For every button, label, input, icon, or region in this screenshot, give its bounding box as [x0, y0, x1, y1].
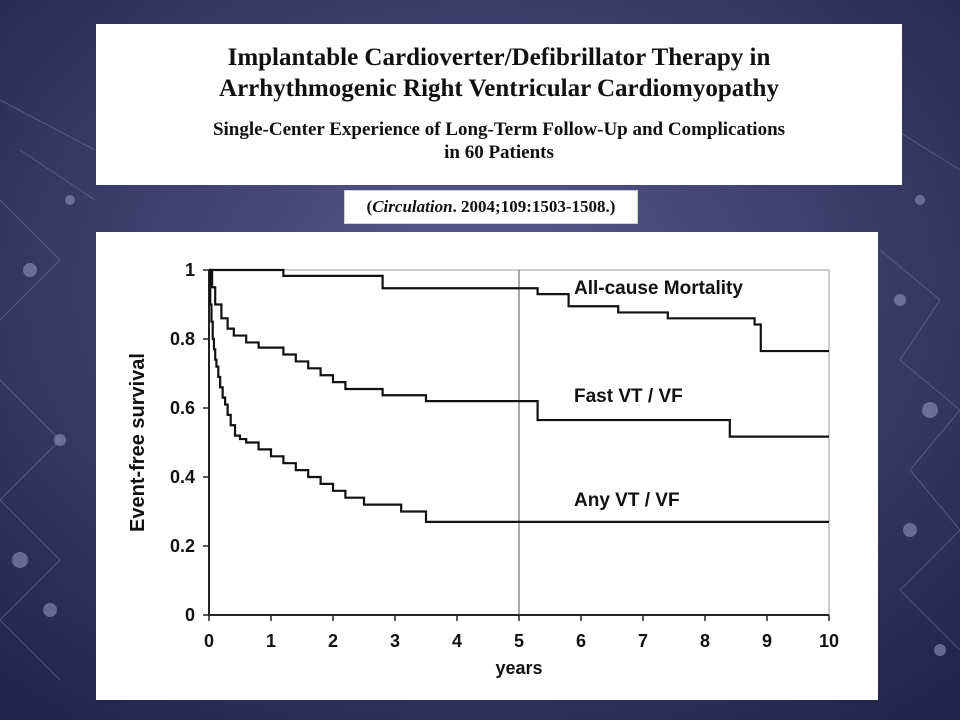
x-tick-label: 8 — [700, 631, 710, 651]
x-tick-label: 10 — [819, 631, 839, 651]
slide-title-line2: Arrhythmogenic Right Ventricular Cardiom… — [219, 75, 779, 102]
slide-title: Implantable Cardioverter/Defibrillator T… — [116, 42, 882, 104]
citation-rest: . 2004;109:1503-1508.) — [452, 197, 616, 216]
slide-title-line1: Implantable Cardioverter/Defibrillator T… — [227, 44, 771, 71]
y-tick-label: 0.6 — [170, 398, 195, 418]
x-axis-label: years — [495, 658, 542, 678]
citation-open: ( — [366, 197, 373, 216]
x-tick-label: 3 — [390, 631, 400, 651]
x-tick-label: 4 — [452, 631, 462, 651]
slide-subtitle-line1: Single-Center Experience of Long-Term Fo… — [212, 119, 786, 140]
title-box: Implantable Cardioverter/Defibrillator T… — [96, 24, 902, 185]
x-tick-label: 5 — [514, 631, 524, 651]
citation-journal: Circulation — [372, 197, 453, 216]
x-tick-label: 1 — [266, 631, 276, 651]
slide-subtitle: Single-Center Experience of Long-Term Fo… — [116, 118, 882, 164]
curve-any-vt-vf — [209, 268, 829, 523]
curve-all-cause-mortality — [209, 268, 829, 353]
x-tick-label: 7 — [638, 631, 648, 651]
y-axis-label: Event-free survival — [127, 353, 149, 532]
label-all-cause-mortality: All-cause Mortality — [574, 278, 743, 299]
curve-fast-vt-vf — [209, 268, 829, 438]
y-tick-label: 0 — [185, 605, 195, 625]
x-tick-label: 9 — [762, 631, 772, 651]
kaplan-meier-chart: 0 1 2 3 4 5 6 7 8 9 10 0 0.2 0.4 0.6 0.8 1 years Event-fre… — [127, 260, 839, 678]
label-fast-vt-vf: Fast VT / VF — [574, 386, 683, 407]
chart-panel: 0 1 2 3 4 5 6 7 8 9 10 0 0.2 0.4 0.6 0.8 1 years Event-fre… — [96, 232, 878, 700]
y-tick-label: 0.4 — [170, 467, 195, 487]
x-tick-label: 6 — [576, 631, 586, 651]
x-tick-label: 2 — [328, 631, 338, 651]
label-any-vt-vf: Any VT / VF — [574, 490, 680, 511]
y-tick-label: 1 — [185, 260, 195, 280]
citation: (Circulation. 2004;109:1503-1508.) — [344, 190, 638, 224]
slide-subtitle-line2: in 60 Patients — [444, 142, 554, 163]
y-tick-label: 0.8 — [170, 329, 195, 349]
x-tick-label: 0 — [204, 631, 214, 651]
y-tick-label: 0.2 — [170, 536, 195, 556]
